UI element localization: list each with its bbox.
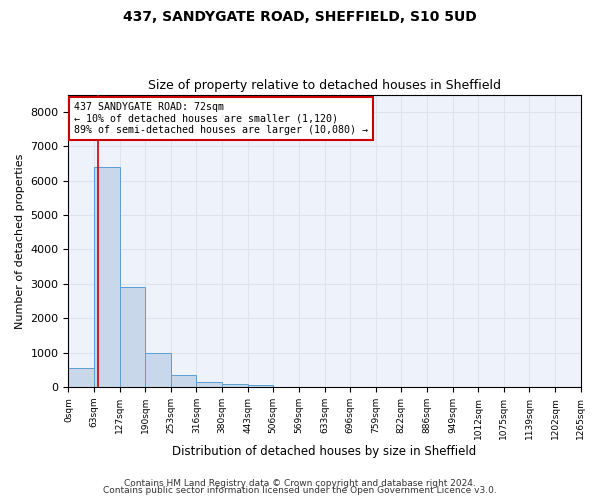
Bar — [248, 385, 273, 387]
Bar — [196, 382, 222, 387]
X-axis label: Distribution of detached houses by size in Sheffield: Distribution of detached houses by size … — [172, 444, 476, 458]
Bar — [94, 167, 120, 387]
Bar — [120, 288, 145, 387]
Text: Contains public sector information licensed under the Open Government Licence v3: Contains public sector information licen… — [103, 486, 497, 495]
Bar — [171, 375, 196, 387]
Text: 437, SANDYGATE ROAD, SHEFFIELD, S10 5UD: 437, SANDYGATE ROAD, SHEFFIELD, S10 5UD — [123, 10, 477, 24]
Text: 437 SANDYGATE ROAD: 72sqm
← 10% of detached houses are smaller (1,120)
89% of se: 437 SANDYGATE ROAD: 72sqm ← 10% of detac… — [74, 102, 368, 135]
Bar — [222, 384, 248, 387]
Title: Size of property relative to detached houses in Sheffield: Size of property relative to detached ho… — [148, 79, 501, 92]
Text: Contains HM Land Registry data © Crown copyright and database right 2024.: Contains HM Land Registry data © Crown c… — [124, 478, 476, 488]
Y-axis label: Number of detached properties: Number of detached properties — [15, 153, 25, 328]
Bar — [68, 368, 94, 387]
Bar — [145, 354, 171, 387]
